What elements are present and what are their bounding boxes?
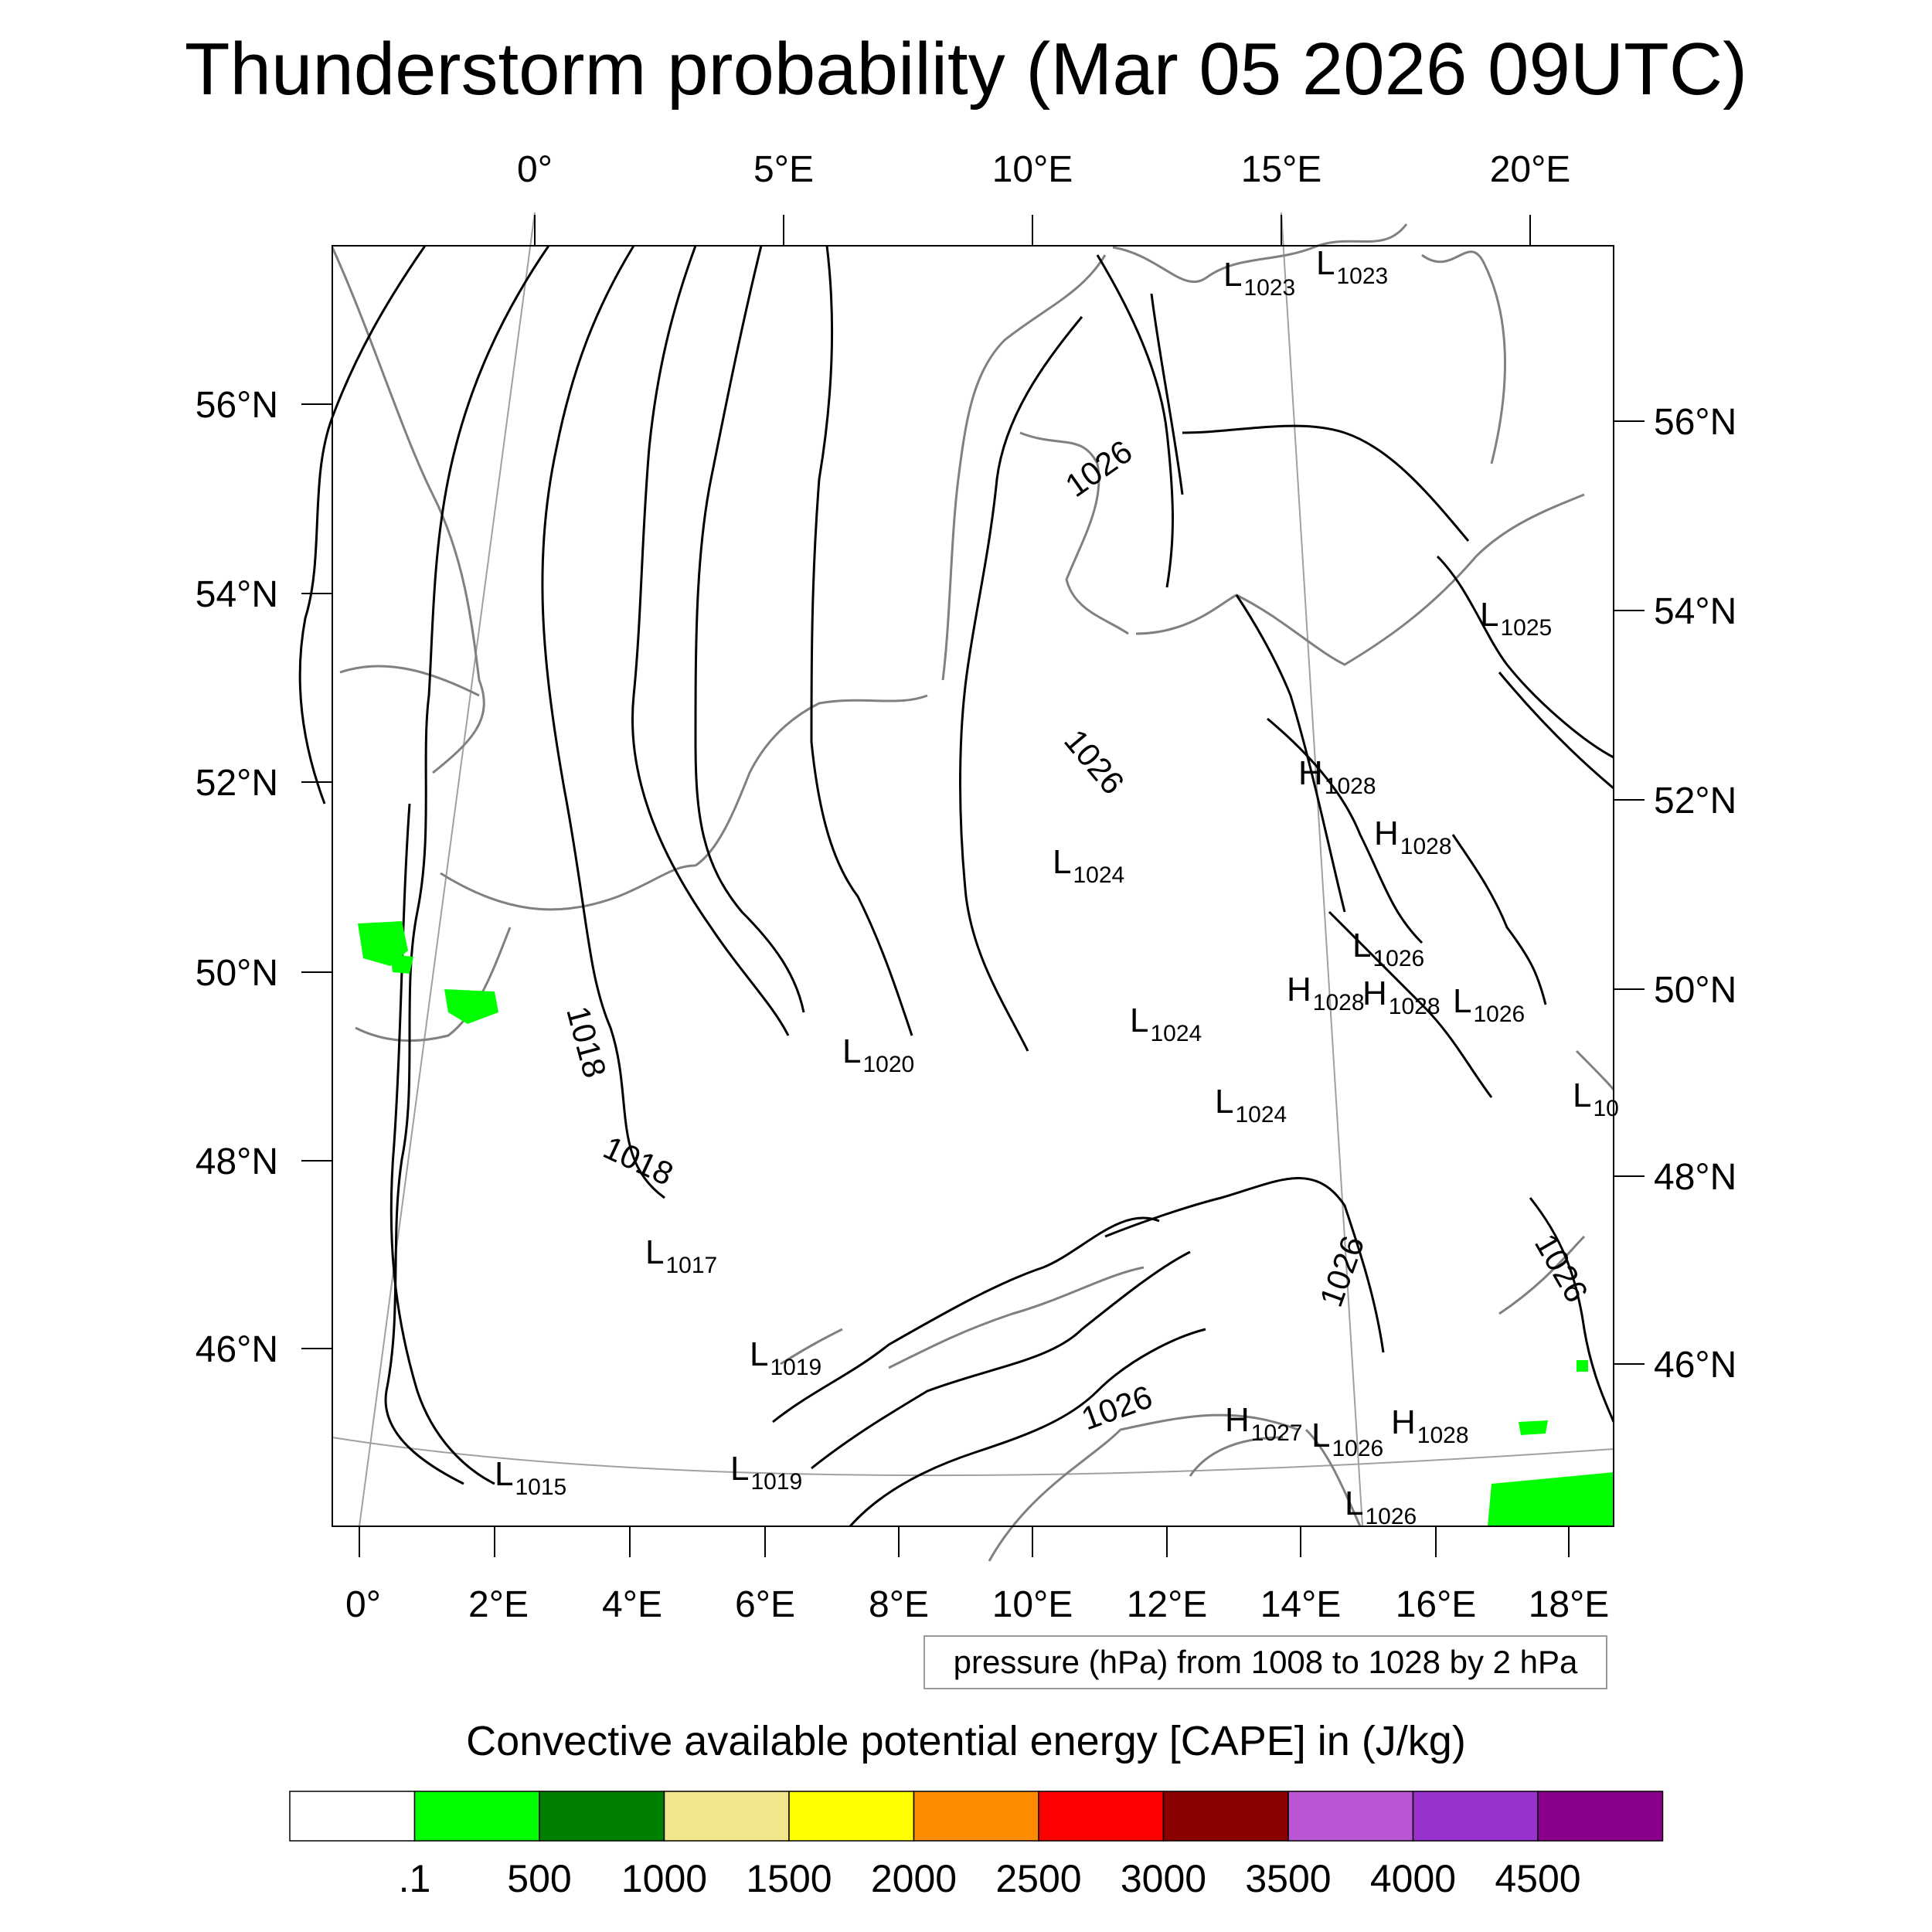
top-lon-label: 20°E — [1490, 149, 1571, 190]
cape-area-east — [1577, 1360, 1588, 1372]
bottom-lon-label: 2°E — [468, 1584, 529, 1625]
left-lat-label: 50°N — [196, 953, 278, 994]
colorbar-label: 1500 — [746, 1857, 832, 1900]
low-pressure-label: L1019 — [750, 1335, 821, 1380]
top-lon-label: 15°E — [1241, 149, 1322, 190]
bottom-lon-label: 12°E — [1127, 1584, 1208, 1625]
cape-area-normandy — [444, 989, 498, 1024]
high-pressure-label: H1028 — [1374, 815, 1452, 859]
colorbar-label: 500 — [507, 1857, 571, 1900]
colorbar-swatch — [413, 1791, 540, 1842]
low-pressure-label: L1023 — [1316, 244, 1388, 289]
right-lat-label: 56°N — [1654, 402, 1736, 443]
top-lon-label: 0° — [517, 149, 553, 190]
cape-area-channel-small — [390, 954, 413, 974]
high-pressure-label: H1027 — [1225, 1401, 1303, 1446]
left-lat-label: 48°N — [196, 1141, 278, 1182]
colorbar-label: 2500 — [995, 1857, 1081, 1900]
low-pressure-label: L1026 — [1345, 1485, 1417, 1529]
contour-label: 1026 — [1077, 1378, 1157, 1437]
low-pressure-label: L1020 — [842, 1032, 914, 1077]
cape-area-adriatic — [1519, 1420, 1548, 1435]
bottom-lon-label: 0° — [345, 1584, 381, 1625]
contour-label: 1026 — [1312, 1231, 1371, 1311]
bottom-lon-label: 8°E — [869, 1584, 929, 1625]
cape-colorbar-labels: .1 500 1000 1500 2000 2500 3000 3500 4000 4500 — [399, 1857, 1581, 1900]
right-lat-labels: 56°N 54°N 52°N 50°N 48°N 46°N — [1654, 402, 1736, 1386]
colorbar-label: 4000 — [1370, 1857, 1456, 1900]
bottom-lon-labels: 0° 2°E 4°E 6°E 8°E 10°E 12°E 14°E 16°E 1… — [345, 1584, 1609, 1625]
colorbar-title: Convective available potential energy [C… — [466, 1718, 1466, 1764]
colorbar-label: 3000 — [1121, 1857, 1206, 1900]
colorbar-swatch — [289, 1791, 416, 1842]
high-pressure-label: H1028 — [1362, 975, 1440, 1019]
graticule — [332, 212, 1614, 1527]
right-lat-label: 50°N — [1654, 970, 1736, 1011]
bottom-lon-label: 4°E — [602, 1584, 662, 1625]
map-title: Thunderstorm probability (Mar 05 2026 09… — [184, 28, 1748, 111]
low-pressure-label: L1024 — [1215, 1083, 1287, 1128]
right-lat-label: 48°N — [1654, 1157, 1736, 1198]
low-pressure-label: L1026 — [1352, 927, 1424, 971]
high-pressure-label: H1028 — [1391, 1403, 1469, 1448]
right-lat-label: 46°N — [1654, 1345, 1736, 1386]
colorbar-swatch — [1537, 1791, 1664, 1842]
colorbar-swatch — [788, 1791, 915, 1842]
low-pressure-label: L10 — [1573, 1077, 1619, 1121]
low-pressure-label: L1019 — [730, 1450, 802, 1495]
colorbar-label: 2000 — [871, 1857, 957, 1900]
high-pressure-label: H1028 — [1298, 754, 1376, 799]
colorbar-swatch — [1287, 1791, 1414, 1842]
coastlines — [331, 223, 1615, 1562]
colorbar-swatch — [913, 1791, 1039, 1842]
top-lon-labels: 0° 5°E 10°E 15°E 20°E — [517, 149, 1570, 190]
right-lat-label: 54°N — [1654, 591, 1736, 632]
low-pressure-label: L1023 — [1223, 256, 1295, 301]
contour-label: 1018 — [598, 1129, 679, 1192]
cape-areas — [358, 921, 1614, 1526]
contour-label: 1026 — [1057, 723, 1131, 801]
high-pressure-label: H1028 — [1287, 971, 1365, 1015]
colorbar-label: 4500 — [1495, 1857, 1580, 1900]
bottom-lon-label: 10°E — [992, 1584, 1073, 1625]
colorbar-swatch — [1412, 1791, 1539, 1842]
low-pressure-label: L1025 — [1480, 596, 1552, 641]
contour-label: 1026 — [1528, 1228, 1595, 1308]
top-lon-label: 10°E — [992, 149, 1073, 190]
bottom-lon-label: 18°E — [1529, 1584, 1610, 1625]
low-pressure-label: L1026 — [1453, 982, 1525, 1027]
colorbar-swatch — [663, 1791, 790, 1842]
pressure-centers: L1023L1023L1025H1028H1028L1024L1026H1028… — [495, 244, 1619, 1529]
plot-frame — [332, 245, 1614, 1527]
left-lat-label: 52°N — [196, 763, 278, 804]
contour-info-box: pressure (hPa) from 1008 to 1028 by 2 hP… — [923, 1635, 1607, 1689]
colorbar-swatch — [1038, 1791, 1165, 1842]
left-lat-label: 56°N — [196, 385, 278, 426]
cape-area-channel — [358, 921, 408, 966]
low-pressure-label: L1015 — [495, 1455, 566, 1500]
low-pressure-label: L1024 — [1130, 1002, 1202, 1046]
right-lat-label: 52°N — [1654, 781, 1736, 821]
left-lat-label: 54°N — [196, 574, 278, 615]
top-lon-label: 5°E — [753, 149, 814, 190]
low-pressure-label: L1026 — [1311, 1417, 1383, 1461]
colorbar-label: .1 — [399, 1857, 431, 1900]
tick-marks — [301, 215, 1645, 1557]
low-pressure-label: L1024 — [1053, 843, 1124, 888]
cape-colorbar — [289, 1791, 1664, 1842]
colorbar-swatch — [539, 1791, 665, 1842]
bottom-lon-label: 14°E — [1260, 1584, 1342, 1625]
cape-area-se — [1488, 1472, 1614, 1526]
left-lat-label: 46°N — [196, 1329, 278, 1370]
colorbar-swatch — [1162, 1791, 1289, 1842]
bottom-lon-label: 6°E — [735, 1584, 795, 1625]
colorbar-label: 3500 — [1245, 1857, 1331, 1900]
isobars — [298, 245, 1615, 1527]
low-pressure-label: L1017 — [645, 1233, 717, 1278]
colorbar-label: 1000 — [621, 1857, 707, 1900]
left-lat-labels: 56°N 54°N 52°N 50°N 48°N 46°N — [196, 385, 278, 1370]
bottom-lon-label: 16°E — [1396, 1584, 1477, 1625]
